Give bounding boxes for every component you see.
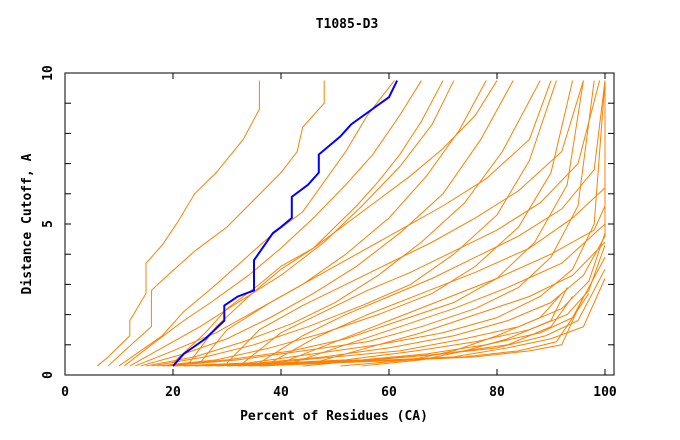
x-tick-label: 60 xyxy=(381,385,397,400)
axes: 0 20 40 60 80 100 0 5 10 xyxy=(41,65,617,400)
series-line-4 xyxy=(129,80,455,367)
series-line-12 xyxy=(172,80,606,367)
series-line-26 xyxy=(199,80,552,364)
x-tick-label: 0 xyxy=(61,385,69,400)
y-axis-label: Distance Cutoff, A xyxy=(20,153,35,294)
series-line-25 xyxy=(188,80,498,364)
series-line-27 xyxy=(226,80,584,364)
series-line-31 xyxy=(280,205,606,364)
series-lines xyxy=(97,80,606,367)
series-line-5 xyxy=(135,80,487,367)
x-tick-label: 20 xyxy=(165,385,181,400)
series-line-17 xyxy=(226,269,606,367)
chart-title: T1085-D3 xyxy=(316,17,379,32)
series-line-21 xyxy=(302,296,574,367)
series-line-15 xyxy=(205,244,606,367)
series-line-16 xyxy=(216,256,606,367)
series-line-9 xyxy=(156,80,574,367)
series-line-8 xyxy=(151,80,557,367)
y-tick-label: 5 xyxy=(41,220,56,228)
series-line-14 xyxy=(194,232,606,367)
series-line-1 xyxy=(107,80,325,367)
series-line-6 xyxy=(140,80,514,367)
series-line-22 xyxy=(340,293,563,367)
series-line-11 xyxy=(167,80,595,367)
x-tick-label: 40 xyxy=(273,385,289,400)
y-tick-label: 0 xyxy=(41,371,56,379)
y-tick-label: 10 xyxy=(41,65,56,81)
series-line-30 xyxy=(269,187,606,364)
series-line-32 xyxy=(291,223,606,364)
x-tick-label: 100 xyxy=(593,385,617,400)
series-line-33 xyxy=(313,241,606,364)
x-axis-label: Percent of Residues (CA) xyxy=(240,409,428,424)
highlight-series-line xyxy=(172,80,398,367)
series-line-7 xyxy=(145,80,541,367)
series-line-23 xyxy=(361,287,568,367)
series-line-3 xyxy=(124,80,422,367)
series-line-18 xyxy=(237,278,606,367)
series-line-13 xyxy=(183,80,606,367)
series-line-0 xyxy=(97,80,260,367)
series-line-28 xyxy=(242,80,601,364)
x-tick-label: 80 xyxy=(489,385,505,400)
series-line-29 xyxy=(259,80,606,364)
series-line-10 xyxy=(162,80,584,367)
series-line-24 xyxy=(172,80,444,364)
series-line-2 xyxy=(118,80,395,367)
